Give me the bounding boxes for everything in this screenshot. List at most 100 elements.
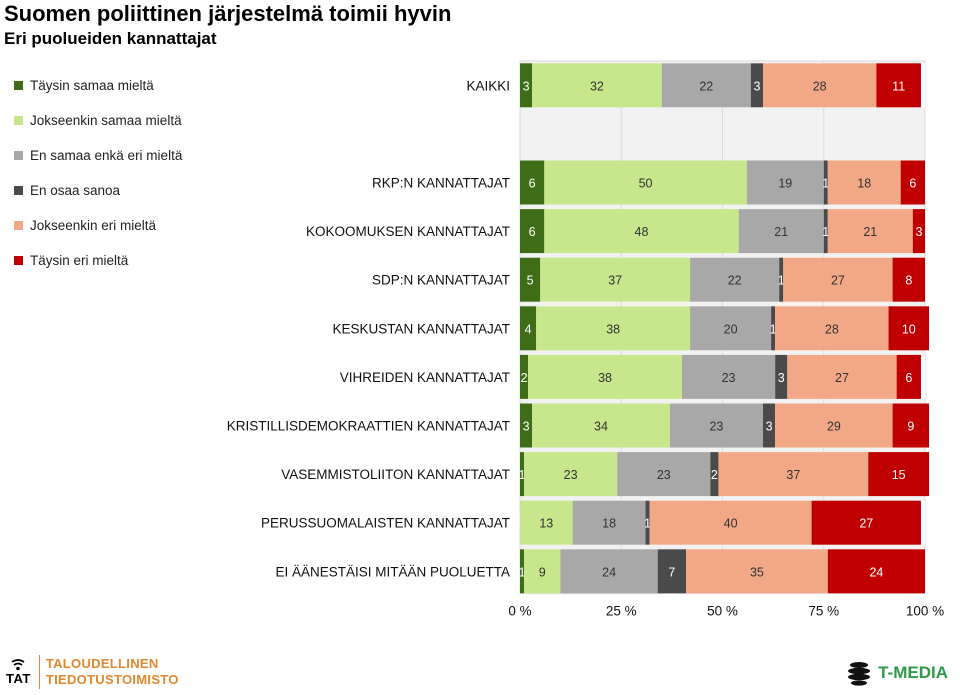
legend-swatch: [14, 151, 23, 160]
data-label: 38: [606, 322, 620, 336]
bar-segment: [532, 63, 662, 108]
bar-segment: [520, 549, 525, 594]
bar-segment: [544, 209, 739, 254]
data-label: 21: [863, 225, 877, 239]
bar-segment: [520, 500, 573, 545]
data-label: 4: [525, 322, 532, 336]
bar-segment: [572, 500, 646, 545]
data-label: 18: [602, 517, 616, 531]
bar-segment: [540, 257, 691, 302]
legend-swatch: [14, 81, 23, 90]
bar-segment: [912, 209, 925, 254]
legend-label: Jokseenkin samaa mieltä: [30, 113, 182, 128]
bar-segment: [682, 354, 776, 399]
category-label: VASEMMISTOLIITON KANNATTAJAT: [281, 467, 510, 482]
chart-subtitle: Eri puolueiden kannattajat: [4, 29, 217, 48]
data-label: 35: [750, 565, 764, 579]
category-label: KRISTILLISDEMOKRAATTIEN KANNATTAJAT: [227, 419, 510, 434]
bar-segment: [544, 160, 747, 205]
bar-segment: [868, 452, 930, 497]
bar-segment: [520, 160, 545, 205]
data-label: 1: [519, 565, 526, 579]
legend-label: Jokseenkin eri mieltä: [30, 218, 157, 233]
data-label: 1: [644, 517, 651, 531]
tat-logo: TAT TALOUDELLINEN TIEDOTUSTOIMISTO: [6, 655, 179, 689]
data-label: 22: [728, 274, 742, 288]
category-label: KOKOOMUKSEN KANNATTAJAT: [306, 224, 510, 239]
legend-swatch: [14, 221, 23, 230]
bar-segment: [823, 160, 828, 205]
data-label: 40: [724, 517, 738, 531]
x-tick-label: 75 %: [808, 604, 839, 619]
bar-segment: [775, 306, 889, 351]
category-label: KESKUSTAN KANNATTAJAT: [332, 321, 510, 336]
data-label: 22: [699, 79, 713, 93]
legend-swatch: [14, 116, 23, 125]
bar-segment: [896, 354, 921, 399]
data-label: 1: [778, 274, 785, 288]
tat-logo-text: TAT: [6, 670, 31, 686]
bar-segment: [524, 549, 561, 594]
data-label: 6: [529, 177, 536, 191]
data-label: 48: [635, 225, 649, 239]
data-label: 23: [564, 468, 578, 482]
bar-segment: [827, 549, 925, 594]
data-label: 38: [598, 371, 612, 385]
data-label: 1: [822, 225, 829, 239]
bar-segment: [892, 257, 925, 302]
chart-legend: Täysin samaa mieltä Jokseenkin samaa miel…: [14, 68, 182, 278]
data-label: 24: [869, 565, 883, 579]
data-label: 1: [770, 322, 777, 336]
category-label: SDP:N KANNATTAJAT: [372, 273, 510, 288]
data-label: 37: [786, 468, 800, 482]
category-label: KAIKKI: [466, 78, 510, 93]
bar-segment: [876, 63, 921, 108]
data-label: 2: [711, 468, 718, 482]
data-label: 34: [594, 420, 608, 434]
bar-segment: [892, 403, 930, 448]
data-label: 13: [539, 517, 553, 531]
data-label: 19: [778, 177, 792, 191]
legend-swatch: [14, 256, 23, 265]
bar-segment: [787, 354, 897, 399]
bar-segment: [775, 403, 893, 448]
x-tick-label: 100 %: [906, 604, 944, 619]
data-label: 3: [523, 79, 530, 93]
bar-segment: [823, 209, 828, 254]
bar-segment: [811, 500, 921, 545]
data-label: 15: [892, 468, 906, 482]
data-label: 9: [907, 420, 914, 434]
data-label: 1: [822, 177, 829, 191]
legend-item: Jokseenkin samaa mieltä: [14, 103, 182, 138]
data-label: 6: [905, 371, 912, 385]
bar-segment: [649, 500, 812, 545]
data-label: 28: [813, 79, 827, 93]
legend-label: En osaa sanoa: [30, 183, 121, 198]
tat-org-line2: TIEDOTUSTOIMISTO: [45, 672, 179, 687]
data-label: 29: [827, 420, 841, 434]
data-label: 3: [753, 79, 760, 93]
tat-divider: [38, 655, 40, 689]
bar-segment: [669, 403, 763, 448]
data-label: 3: [523, 420, 530, 434]
tmedia-globe-icon: [848, 662, 871, 686]
bar-segment: [520, 209, 545, 254]
data-label: 23: [722, 371, 736, 385]
data-label: 3: [778, 371, 785, 385]
bar-segment: [690, 257, 780, 302]
bar-segment: [750, 63, 763, 108]
tat-org-line1: TALOUDELLINEN: [45, 656, 159, 671]
data-label: 7: [668, 565, 675, 579]
legend-label: Täysin eri mieltä: [30, 253, 129, 268]
bar-segment: [520, 403, 533, 448]
bar-segment: [746, 160, 824, 205]
bar-segment: [617, 452, 711, 497]
chart-title: Suomen poliittinen järjestelmä toimii hy…: [4, 1, 452, 26]
data-label: 10: [902, 322, 916, 336]
x-tick-label: 0 %: [508, 604, 531, 619]
legend-item: En osaa sanoa: [14, 173, 182, 208]
data-label: 6: [529, 225, 536, 239]
bar-segment: [657, 549, 687, 594]
legend-label: Täysin samaa mieltä: [30, 78, 154, 93]
